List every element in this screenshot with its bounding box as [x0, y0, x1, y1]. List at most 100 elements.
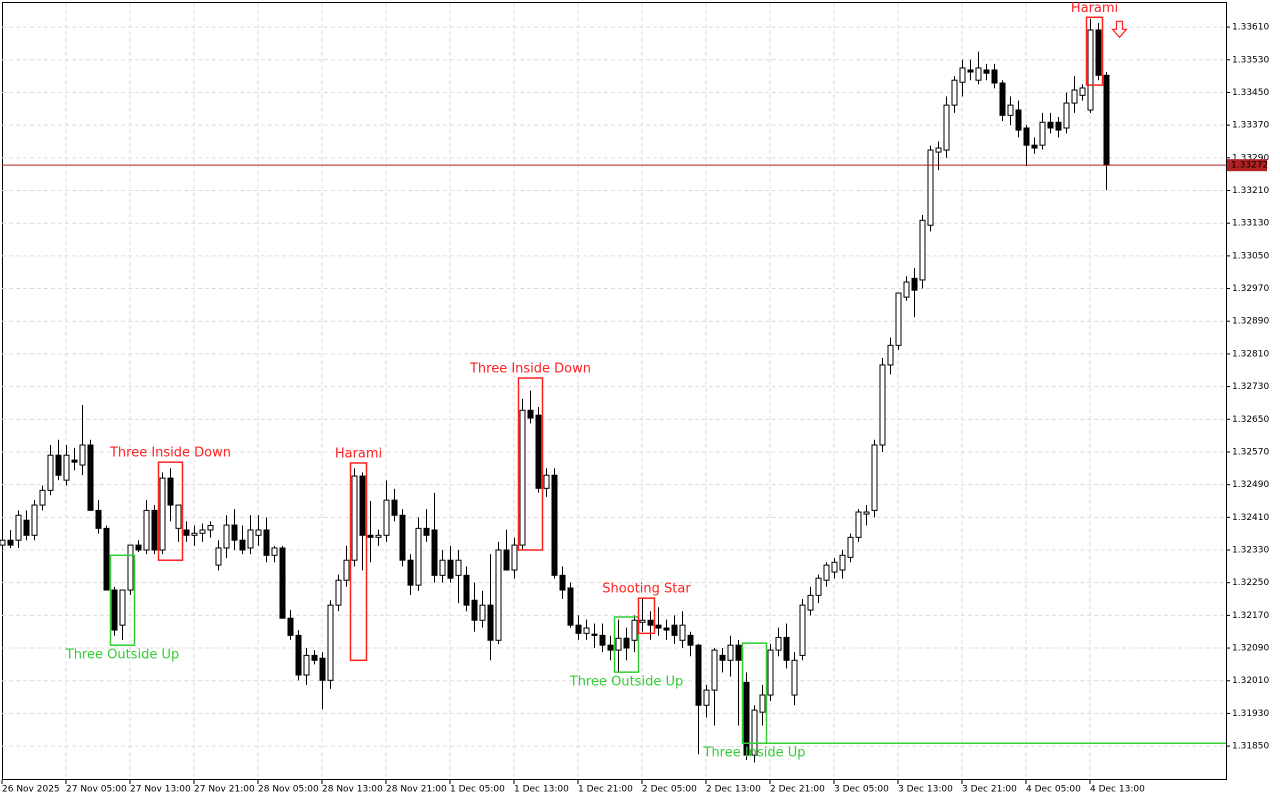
candle-body	[1015, 109, 1022, 131]
candle-body	[703, 689, 710, 706]
candle-body	[535, 414, 542, 489]
candle-body	[927, 149, 934, 226]
y-tick-label: 1.33290	[1232, 153, 1269, 163]
candle-body	[15, 514, 22, 541]
candle-body	[303, 654, 310, 676]
candle-body	[551, 474, 558, 576]
y-tick-label: 1.32890	[1232, 317, 1269, 327]
candle-body	[71, 459, 78, 463]
candle-body	[743, 681, 750, 756]
candle-body	[1031, 144, 1038, 149]
y-tick-label: 1.32570	[1232, 447, 1269, 457]
y-tick-label: 1.32650	[1232, 415, 1269, 425]
pattern-box	[613, 616, 640, 673]
x-tick-label: 4 Dec 13:00	[1090, 785, 1145, 795]
candle-body	[831, 561, 838, 573]
candle-body	[263, 529, 270, 556]
candle-body	[271, 547, 278, 556]
pattern-box	[741, 642, 768, 744]
candle-body	[415, 527, 422, 586]
candle-body	[1007, 104, 1014, 116]
x-tick-label: 28 Nov 21:00	[386, 785, 447, 795]
y-tick-label: 1.32170	[1232, 611, 1269, 621]
candle-body	[1023, 127, 1030, 146]
pattern-box	[1085, 16, 1104, 86]
candle-body	[895, 292, 902, 346]
candle-body	[455, 559, 462, 576]
candle-body	[591, 633, 598, 636]
candle-body	[807, 594, 814, 611]
candle-body	[855, 511, 862, 538]
candle-body	[647, 619, 654, 626]
candle-body	[343, 559, 350, 581]
y-tick-label: 1.32330	[1232, 546, 1269, 556]
candle-body	[695, 644, 702, 706]
candle-body	[39, 489, 46, 506]
candle-body	[231, 524, 238, 541]
y-tick-label: 1.32810	[1232, 349, 1269, 359]
candle-body	[759, 694, 766, 713]
x-tick-label: 27 Nov 13:00	[130, 785, 191, 795]
y-tick-label: 1.33610	[1232, 23, 1269, 33]
candle-body	[543, 474, 550, 489]
x-tick-label: 28 Nov 13:00	[322, 785, 383, 795]
candle-body	[623, 637, 630, 649]
candle-body	[471, 599, 478, 621]
candle-body	[447, 559, 454, 579]
candle-body	[951, 79, 958, 106]
candle-body	[687, 634, 694, 646]
candle-body	[1055, 121, 1062, 131]
y-tick-label: 1.31850	[1232, 742, 1269, 752]
candle-body	[663, 627, 670, 631]
pattern-box	[349, 462, 368, 662]
candle-body	[671, 624, 678, 636]
x-tick-label: 2 Dec 13:00	[706, 785, 761, 795]
candle-body	[887, 344, 894, 366]
candle-body	[495, 549, 502, 641]
candle-body	[863, 511, 870, 515]
candle-body	[47, 454, 54, 491]
candle-body	[1039, 121, 1046, 146]
candle-body	[847, 536, 854, 558]
candle-body	[823, 564, 830, 581]
candle-body	[183, 529, 190, 536]
candle-body	[79, 444, 86, 466]
candle-body	[383, 499, 390, 536]
y-tick-label: 1.32490	[1232, 480, 1269, 490]
candle-body	[375, 534, 382, 538]
pattern-label: Three Outside Up	[65, 648, 179, 663]
candle-body	[63, 454, 70, 481]
candle-body	[167, 477, 174, 506]
pattern-label: Three Inside Down	[109, 446, 231, 461]
y-tick-label: 1.32410	[1232, 513, 1269, 523]
candle-body	[1103, 74, 1110, 166]
candle-body	[1063, 102, 1070, 129]
candle-body	[615, 637, 622, 651]
candle-body	[287, 617, 294, 636]
candle-body	[935, 147, 942, 153]
candle-body	[23, 519, 30, 536]
candle-body	[719, 654, 726, 661]
candle-body	[135, 544, 142, 551]
pattern-box	[109, 554, 136, 646]
x-tick-label: 1 Dec 13:00	[514, 785, 569, 795]
y-tick-label: 1.32090	[1232, 644, 1269, 654]
candle-body	[487, 604, 494, 641]
candle-body	[511, 544, 518, 571]
candle-body	[127, 544, 134, 591]
candle-body	[767, 649, 774, 696]
candle-body	[991, 69, 998, 84]
candle-body	[335, 579, 342, 606]
candle-body	[95, 509, 102, 529]
pattern-label: Three Inside Up	[703, 746, 806, 761]
candle-body	[727, 644, 734, 661]
candle-body	[775, 636, 782, 651]
candle-body	[519, 409, 526, 546]
pattern-label: Three Inside Down	[469, 362, 591, 377]
candle-body	[839, 554, 846, 571]
candle-body	[783, 636, 790, 661]
candle-body	[439, 559, 446, 576]
candle-body	[223, 524, 230, 549]
